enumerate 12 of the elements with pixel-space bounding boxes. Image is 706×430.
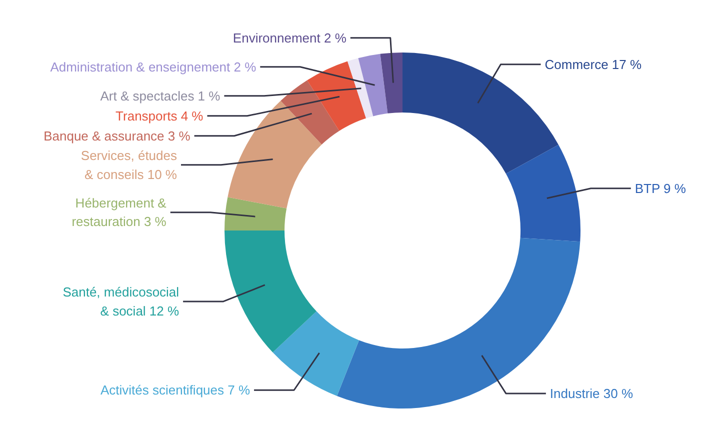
slice-label: BTP 9 % bbox=[634, 180, 686, 196]
slice-label: Art & spectacles 1 % bbox=[100, 88, 221, 104]
slice-label: Banque & assurance 3 % bbox=[44, 128, 191, 144]
slice-label: Administration & enseignement 2 % bbox=[50, 59, 257, 74]
slice-label: Transports 4 % bbox=[116, 108, 204, 124]
slice-label: Services, études & conseils 10 % bbox=[80, 148, 178, 182]
slice-label: Santé, médicosocial & social 12 % bbox=[62, 284, 180, 318]
slice-label: Activités scientifiques 7 % bbox=[100, 382, 250, 398]
slice-label: Hébergement & restauration 3 % bbox=[72, 195, 167, 230]
slice-label: Environnement 2 % bbox=[232, 30, 347, 46]
slice-label: Industrie 30 % bbox=[550, 386, 634, 401]
slice-label: Commerce 17 % bbox=[544, 56, 642, 72]
